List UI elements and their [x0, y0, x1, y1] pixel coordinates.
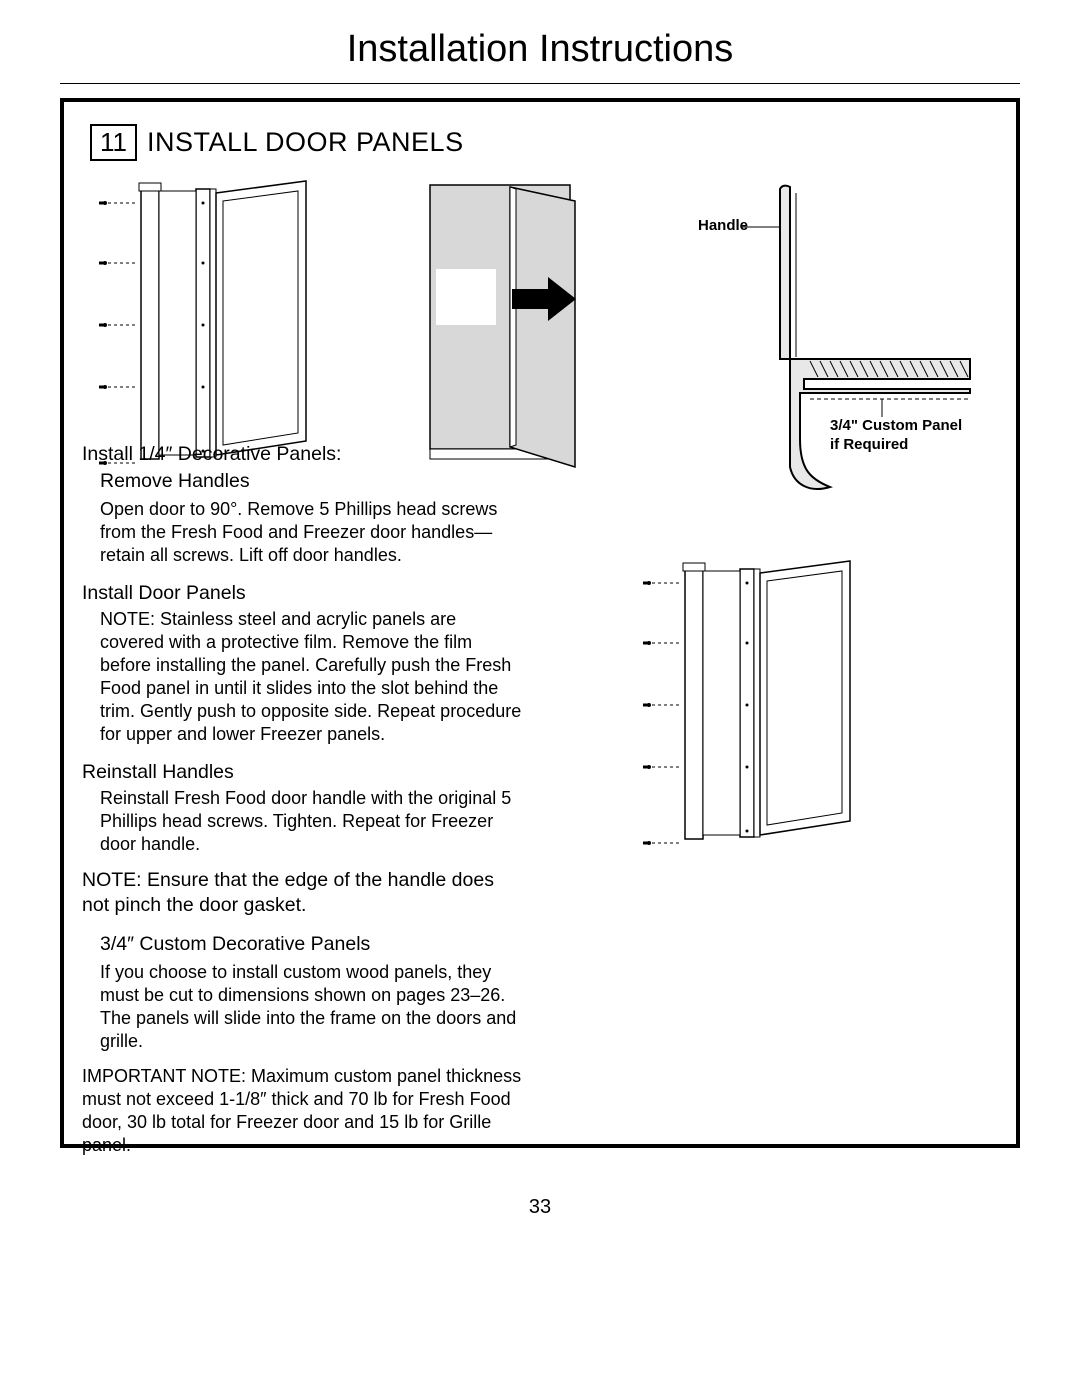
label-handle: Handle [698, 217, 748, 234]
page-title: Installation Instructions [0, 0, 1080, 83]
page-number: 33 [0, 1196, 1080, 1219]
instruction-text: Install 1/4″ Decorative Panels: Remove H… [82, 442, 522, 1157]
heading-install-decorative: Install 1/4″ Decorative Panels: [82, 442, 522, 467]
text-important-note: IMPORTANT NOTE: Maximum custom panel thi… [82, 1065, 522, 1157]
title-rule [60, 83, 1020, 84]
instruction-box: 11 INSTALL DOOR PANELS [60, 98, 1020, 1148]
step-header: 11 INSTALL DOOR PANELS [90, 124, 990, 161]
note-body: Stainless steel and acrylic panels are c… [100, 609, 521, 744]
heading-remove-handles: Remove Handles [82, 469, 522, 494]
figure-door-closing [420, 179, 620, 469]
step-title: INSTALL DOOR PANELS [147, 127, 464, 158]
text-reinstall-handles: Reinstall Fresh Food door handle with th… [82, 787, 522, 856]
text-install-panels: NOTE: Stainless steel and acrylic panels… [82, 608, 522, 746]
text-remove-handles: Open door to 90°. Remove 5 Phillips head… [82, 498, 522, 567]
important-prefix: IMPORTANT NOTE: [82, 1066, 246, 1086]
heading-install-door-panels: Install Door Panels [82, 581, 522, 606]
step-number-box: 11 [90, 124, 137, 161]
text-custom-panels: If you choose to install custom wood pan… [82, 961, 522, 1053]
figure-door-open-right [640, 559, 870, 859]
text-gasket-note: NOTE: Ensure that the edge of the handle… [82, 868, 522, 918]
heading-reinstall-handles: Reinstall Handles [82, 760, 522, 785]
label-custom-panel-l1: 3/4" Custom Panel [830, 417, 962, 434]
heading-custom-panels: 3/4″ Custom Decorative Panels [82, 932, 522, 957]
figure-door-open-left [96, 179, 326, 479]
label-custom-panel-l2: if Required [830, 436, 908, 453]
label-custom-panel: 3/4" Custom Panel if Required [830, 417, 962, 455]
note-prefix: NOTE: [100, 609, 155, 629]
